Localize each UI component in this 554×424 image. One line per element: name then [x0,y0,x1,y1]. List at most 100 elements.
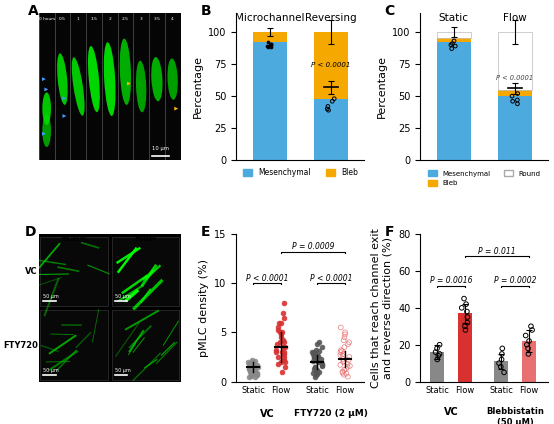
Point [463,314,472,321]
Bar [40,310,107,380]
Text: Flow: Flow [135,234,156,243]
Ellipse shape [151,57,162,101]
Point [264,39,273,46]
Point [461,301,470,307]
Point [280,349,289,355]
Point [244,365,253,371]
Bar [498,96,532,160]
Point [526,323,535,330]
Text: VC: VC [259,409,274,419]
Point [309,354,318,360]
Bar [314,32,348,99]
Point [461,326,470,333]
Point [497,356,506,363]
Point [278,329,287,336]
Point [246,371,255,378]
Point [279,310,288,316]
Text: A: A [28,4,38,18]
Text: 3: 3 [140,17,142,21]
Point [495,360,504,366]
Point [280,363,289,370]
Point [434,352,443,359]
Point [278,344,287,351]
Point [263,43,271,50]
Y-axis label: pMLC density (%): pMLC density (%) [198,259,209,357]
Point [273,327,282,334]
Point [247,372,255,379]
Point [244,365,253,372]
Point [341,329,350,336]
Point [312,351,321,358]
Point [276,334,285,341]
Text: P = 0.0002: P = 0.0002 [494,276,536,285]
Bar [314,99,348,160]
Point [457,304,466,311]
Text: Blebbistatin
(50 μM): Blebbistatin (50 μM) [486,407,544,424]
Point [314,359,323,365]
Point [276,319,285,326]
Ellipse shape [88,46,100,112]
Point [315,368,324,375]
Text: Flow: Flow [503,13,527,23]
Point [340,371,348,378]
Bar [437,39,470,42]
Point [447,45,456,52]
Point [431,349,440,355]
Point [253,370,261,377]
Bar [430,352,444,382]
Point [340,366,348,373]
Bar [112,237,179,306]
Point [248,368,257,375]
Point [251,357,260,364]
Text: P = 0.0009: P = 0.0009 [291,242,334,251]
Point [267,44,276,51]
Point [252,370,260,377]
Point [497,351,506,357]
Point [280,359,289,365]
Point [308,349,317,355]
Point [244,373,253,380]
Point [248,368,257,375]
Point [336,349,345,355]
Point [279,337,288,344]
Point [249,363,258,369]
Point [312,368,321,375]
Bar [498,90,532,96]
Point [312,366,321,373]
Text: 50 μm: 50 μm [115,294,130,299]
Point [312,347,321,354]
Point [513,97,522,103]
Text: 2.5: 2.5 [122,17,129,21]
Point [338,359,347,365]
Point [309,365,318,372]
Text: P < 0.0001: P < 0.0001 [245,274,288,283]
Point [310,363,319,370]
Point [337,347,346,354]
Point [507,93,516,100]
Point [463,319,472,326]
Text: 2: 2 [108,17,111,21]
Point [317,360,326,367]
Ellipse shape [104,42,116,116]
Point [527,326,536,333]
Text: FTY720 (2 μM): FTY720 (2 μM) [294,409,368,418]
Point [315,339,324,346]
Point [266,42,275,48]
Point [328,98,337,105]
Point [279,351,288,357]
Text: P < 0.0001: P < 0.0001 [496,75,534,81]
Text: VC: VC [444,407,458,417]
Point [312,341,321,348]
Legend: Mesenchymal, Bleb, Round: Mesenchymal, Bleb, Round [425,167,543,189]
Text: C: C [384,4,394,18]
Point [274,319,283,326]
Point [343,360,352,367]
Text: 4: 4 [171,17,174,21]
Bar [40,237,107,306]
Point [343,373,352,380]
Point [249,360,258,367]
Point [498,345,507,352]
Point [249,363,258,369]
Point [342,365,351,372]
Point [525,338,534,344]
